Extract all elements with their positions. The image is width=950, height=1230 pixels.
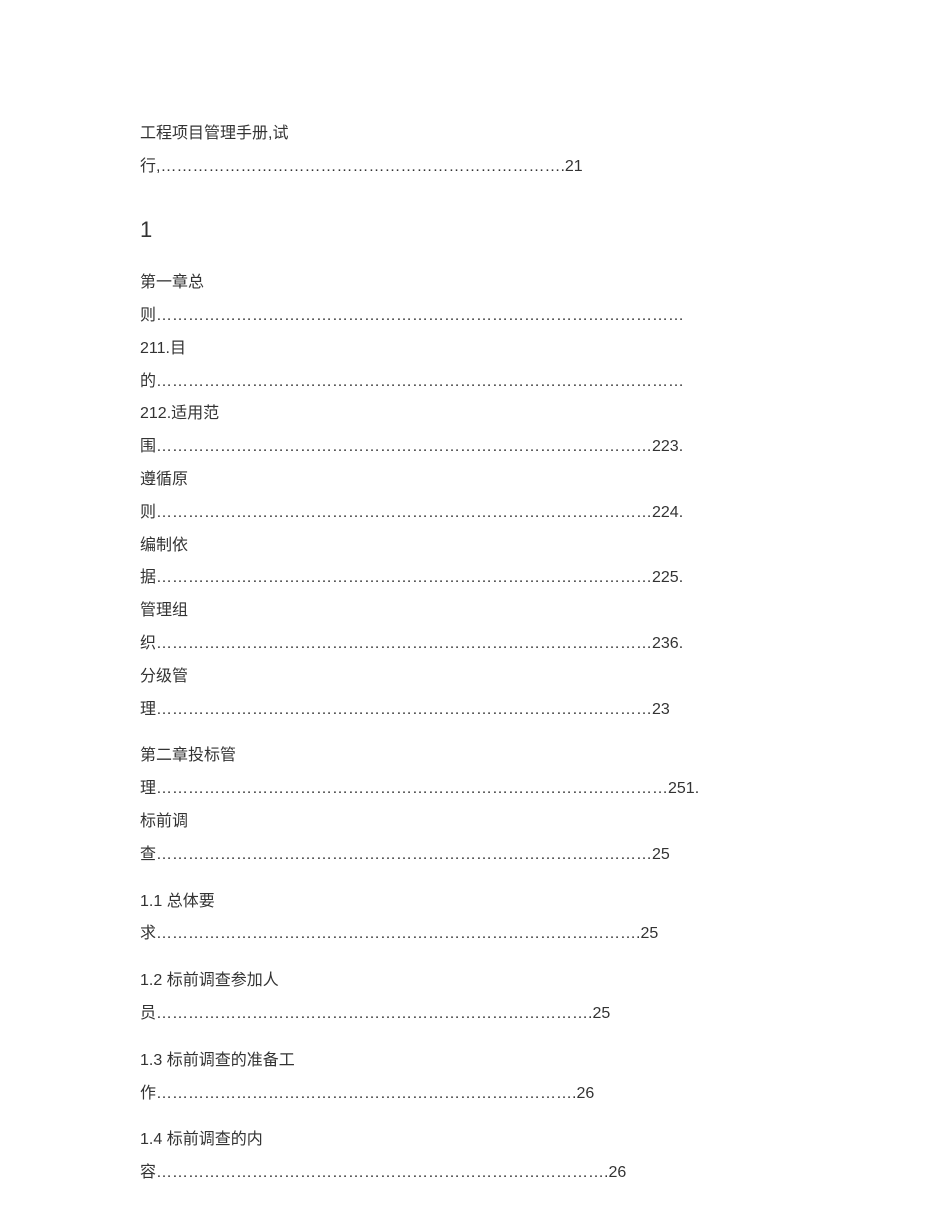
title-line-2: 行,………………………………………………………………….21 — [140, 153, 810, 182]
ch2-line2: 理……………………………………………………………………………………251. — [140, 775, 810, 804]
sub11-line2: 求……………………………………………………………………………….25 — [140, 920, 810, 949]
ch1-line11: 管理组 — [140, 597, 810, 626]
ch1-line9: 编制依 — [140, 532, 810, 561]
sub13-line2: 作…………………………………………………………………….26 — [140, 1080, 810, 1109]
sub-1-2: 1.2 标前调查参加人 员………………………………………………………………………… — [140, 967, 810, 1029]
ch1-line5: 212.适用范 — [140, 400, 810, 429]
sub-1-1: 1.1 总体要 求……………………………………………………………………………….… — [140, 888, 810, 950]
ch2-line4: 查…………………………………………………………………………………25 — [140, 841, 810, 870]
ch1-line3: 211.目 — [140, 335, 810, 364]
chapter-2-toc: 第二章投标管 理……………………………………………………………………………………… — [140, 742, 810, 869]
title-line-1: 工程项目管理手册,试 — [140, 120, 810, 149]
document-title: 工程项目管理手册,试 行,………………………………………………………………….2… — [140, 120, 810, 182]
ch1-line7: 遵循原 — [140, 466, 810, 495]
sub12-line2: 员……………………………………………………………………….25 — [140, 1000, 810, 1029]
sub13-line1: 1.3 标前调查的准备工 — [140, 1047, 810, 1076]
ch1-line14: 理…………………………………………………………………………………23 — [140, 696, 810, 725]
ch1-line2: 则……………………………………………………………………………………… — [140, 302, 810, 331]
sub-1-3: 1.3 标前调查的准备工 作……………………………………………………………………… — [140, 1047, 810, 1109]
ch1-line13: 分级管 — [140, 663, 810, 692]
chapter-1-toc: 第一章总 则……………………………………………………………………………………… … — [140, 269, 810, 724]
sub14-line2: 容………………………………………………………………………….26 — [140, 1159, 810, 1188]
sub12-line1: 1.2 标前调查参加人 — [140, 967, 810, 996]
chapter-number: 1 — [140, 210, 810, 250]
ch1-line10: 据…………………………………………………………………………………225. — [140, 564, 810, 593]
ch1-line6: 围…………………………………………………………………………………223. — [140, 433, 810, 462]
sub11-line1: 1.1 总体要 — [140, 888, 810, 917]
ch1-line4: 的……………………………………………………………………………………… — [140, 368, 810, 397]
ch2-line1: 第二章投标管 — [140, 742, 810, 771]
ch1-line12: 织…………………………………………………………………………………236. — [140, 630, 810, 659]
sub-1-4: 1.4 标前调查的内 容…………………………………………………………………………… — [140, 1126, 810, 1188]
ch1-line8: 则…………………………………………………………………………………224. — [140, 499, 810, 528]
ch2-line3: 标前调 — [140, 808, 810, 837]
sub14-line1: 1.4 标前调查的内 — [140, 1126, 810, 1155]
ch1-line1: 第一章总 — [140, 269, 810, 298]
